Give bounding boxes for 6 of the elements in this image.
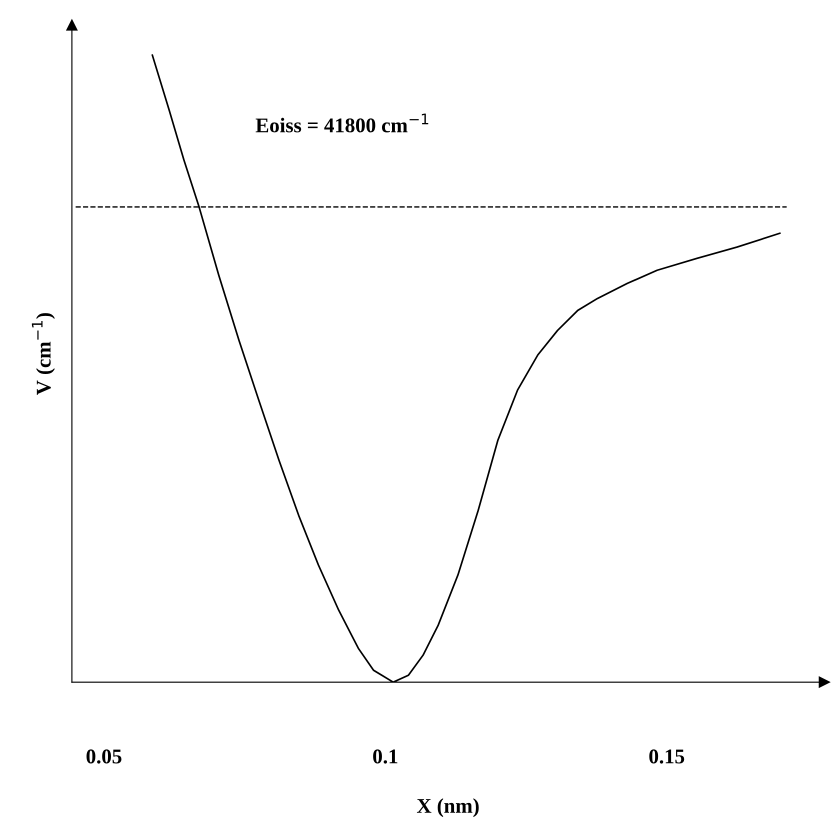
annotation: Eoiss = 41800 cm$^{−1}$: [256, 114, 428, 132]
x-tick-label: 0.1: [373, 749, 398, 764]
x-tick-label: 0.15: [649, 749, 684, 764]
y-axis-title: V (cm$^{−1}$): [32, 313, 55, 395]
x-axis-title: X (nm): [416, 798, 479, 818]
x-tick-label: 0.05: [86, 749, 122, 764]
